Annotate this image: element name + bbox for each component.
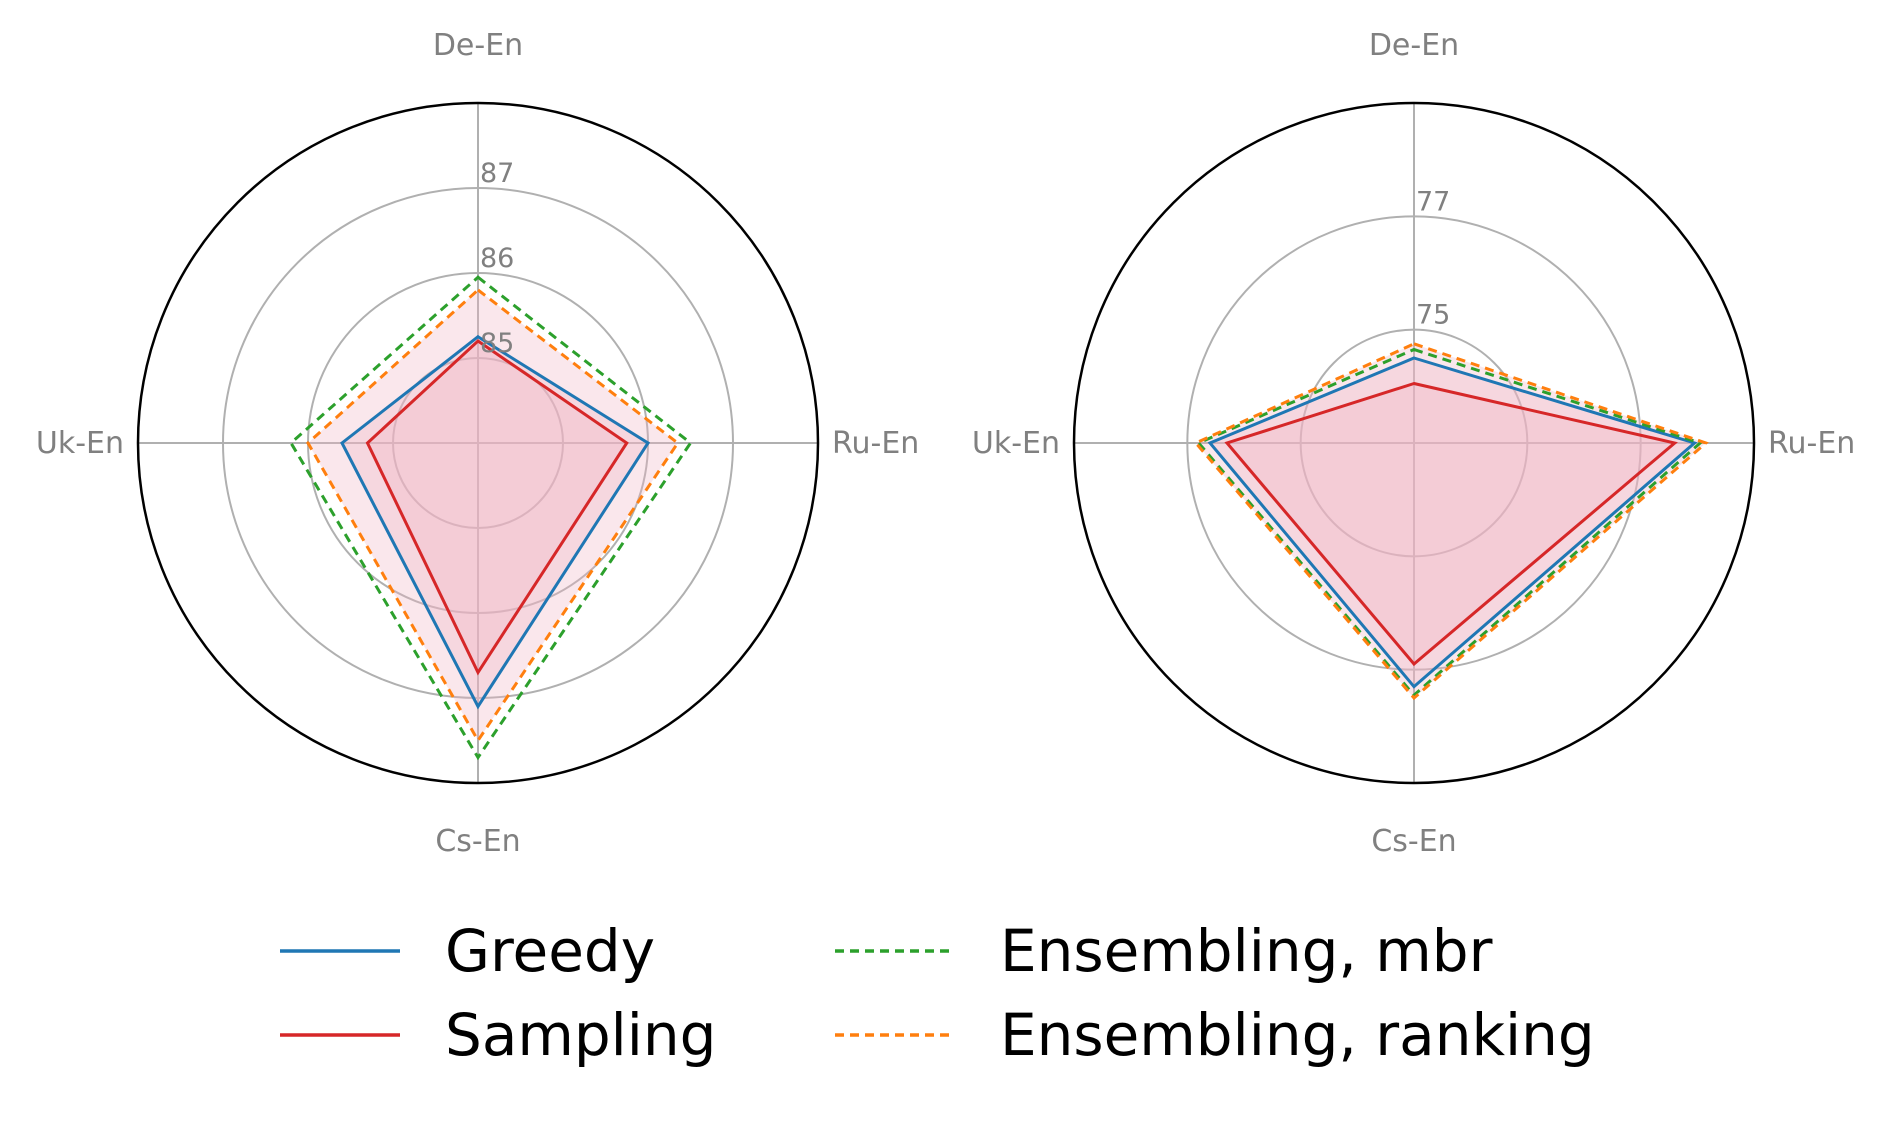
axis-label: De-En: [433, 28, 523, 63]
axis-label: Ru-En: [832, 426, 919, 461]
legend-label: Ensembling, mbr: [1000, 917, 1493, 985]
axis-label: De-En: [1369, 28, 1459, 63]
series-line-sampling: [1224, 381, 1678, 667]
series-line-greedy: [1207, 356, 1698, 689]
radial-tick-label: 85: [480, 328, 514, 359]
legend: Greedy Sampling Ensembling, mbr Ensembling,…: [280, 917, 1595, 1069]
radar-chart-left: 85 86 87 De-En Ru-En Cs-En Uk-En: [36, 28, 919, 859]
radar-chart-right: 75 77 De-En Ru-En Cs-En Uk-En: [972, 28, 1855, 859]
series-line-ranking: [306, 288, 680, 744]
series-line-mbr: [289, 275, 693, 761]
radial-tick-label: 75: [1416, 300, 1450, 331]
series-area-sampling: [367, 341, 627, 673]
radial-tick-label: 77: [1416, 186, 1450, 217]
series-line-sampling: [365, 339, 629, 676]
series-area-greedy: [342, 336, 648, 707]
series-line-greedy: [340, 334, 651, 710]
axis-label: Ru-En: [1768, 426, 1855, 461]
axis-label: Cs-En: [1371, 824, 1456, 859]
series-area-ranking: [1195, 343, 1706, 698]
legend-label: Ensembling, ranking: [1000, 1001, 1595, 1069]
axis-label: Uk-En: [972, 426, 1060, 461]
outer-frame: [1072, 101, 1756, 785]
axis-label: Cs-En: [435, 824, 520, 859]
axis-label: Uk-En: [36, 426, 124, 461]
legend-label: Sampling: [445, 1001, 716, 1069]
radial-tick-label: 87: [480, 158, 514, 189]
series-line-ranking: [1193, 342, 1709, 701]
radial-tick-label: 86: [480, 243, 514, 274]
outer-frame: [136, 101, 820, 785]
legend-label: Greedy: [445, 917, 655, 985]
series-area-sampling: [1227, 383, 1675, 664]
series-area-greedy: [1210, 358, 1695, 687]
series-line-mbr: [1196, 347, 1704, 698]
